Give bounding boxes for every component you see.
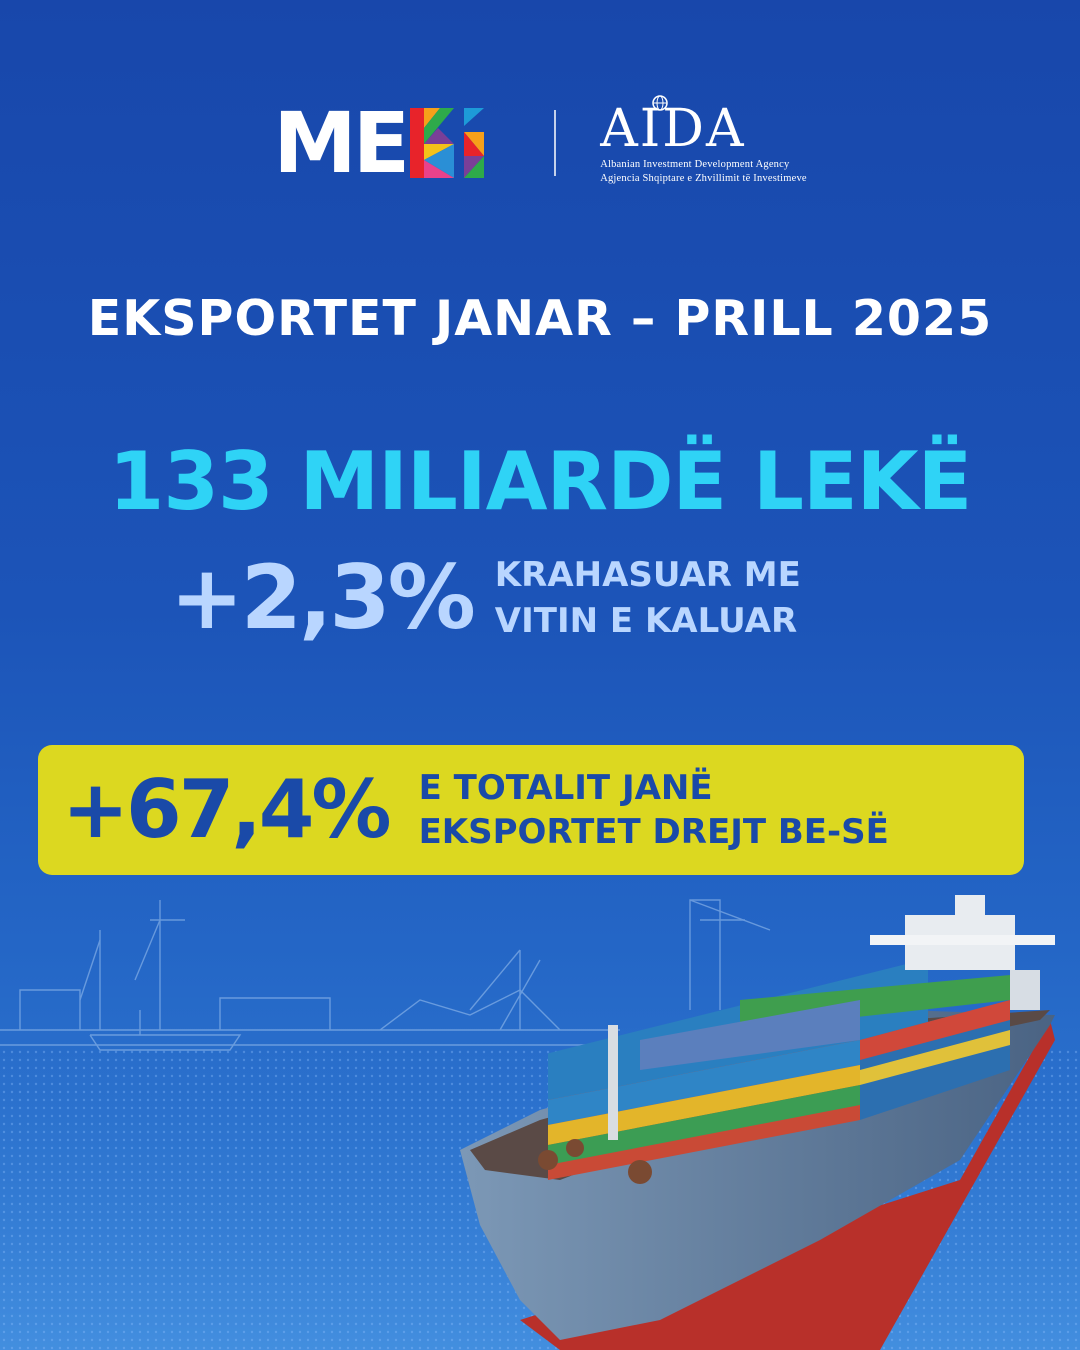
growth-note-line1: KRAHASUAR ME [494,555,801,595]
growth-row: +2,3% KRAHASUAR ME VITIN E KALUAR [170,550,801,646]
cargo-ship-illustration [0,895,1080,1350]
logo-bar: ME AIDA [0,94,1080,192]
eu-share-note: E TOTALIT JANË EKSPORTET DREJT BE-SË [419,766,889,854]
meki-logo-mark-icon [410,108,485,178]
containers [548,975,1010,1180]
headline: EKSPORTET JANAR – PRILL 2025 [87,290,993,347]
aida-subtitle-sq: Agjencia Shqiptare e Zhvillimit të Inves… [600,173,807,184]
aida-logo-text: AIDA [600,99,746,159]
total-exports: 133 MILIARDË LEKË [108,435,973,528]
growth-note: KRAHASUAR ME VITIN E KALUAR [495,552,801,644]
eu-share-note-line1: E TOTALIT JANË [418,768,713,808]
eu-share-box: +67,4% E TOTALIT JANË EKSPORTET DREJT BE… [38,745,1024,875]
aida-subtitle-en: Albanian Investment Development Agency [600,159,790,170]
aida-logo-name: AIDA [600,95,807,159]
aida-logo: AIDA Albanian Investment Development Age… [600,95,807,185]
eu-share-value: +67,4% [62,763,392,856]
growth-note-line2: VITIN E KALUAR [494,601,798,641]
growth-value: +2,3% [170,546,476,649]
meki-logo-text: ME [273,94,410,192]
port-sketch [0,899,771,1051]
globe-icon [652,95,668,111]
ship [460,895,1055,1350]
eu-share-note-line2: EKSPORTET DREJT BE-SË [418,812,889,852]
logo-divider [554,110,557,176]
meki-logo: ME [273,94,502,192]
